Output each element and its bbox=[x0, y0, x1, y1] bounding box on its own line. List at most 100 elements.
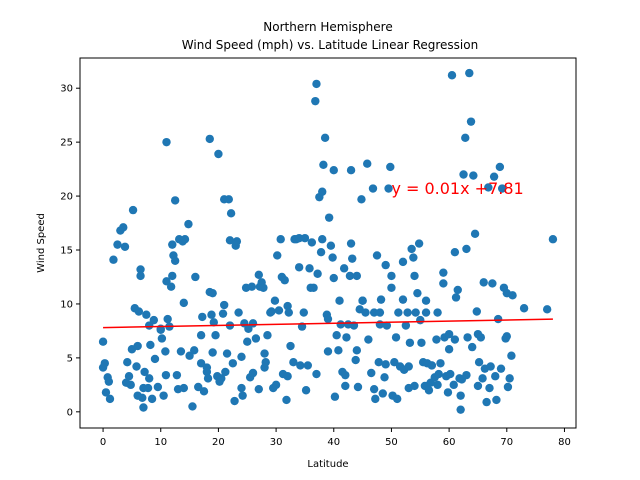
data-point bbox=[311, 96, 320, 106]
data-point bbox=[300, 233, 310, 243]
regression-equation: y = 0.01x +7.81 bbox=[391, 179, 523, 198]
data-point bbox=[384, 184, 393, 193]
data-point bbox=[263, 331, 272, 340]
data-point bbox=[451, 293, 461, 302]
data-point bbox=[489, 172, 499, 181]
data-point bbox=[358, 296, 367, 305]
data-point bbox=[375, 308, 385, 317]
regression-layer bbox=[103, 318, 553, 329]
data-point bbox=[496, 364, 506, 373]
x-tick-label: 10 bbox=[154, 437, 167, 448]
data-point bbox=[202, 367, 212, 377]
data-point bbox=[133, 341, 142, 351]
data-point bbox=[305, 264, 314, 273]
data-point bbox=[105, 394, 115, 404]
data-point bbox=[172, 370, 182, 380]
data-point bbox=[332, 331, 341, 340]
data-point bbox=[224, 195, 233, 204]
data-point bbox=[404, 362, 413, 371]
data-point bbox=[368, 184, 378, 193]
data-point bbox=[453, 285, 462, 295]
data-point bbox=[502, 332, 511, 341]
data-point bbox=[180, 235, 190, 244]
data-point bbox=[274, 306, 284, 315]
data-point bbox=[101, 388, 111, 397]
data-point bbox=[372, 251, 382, 260]
data-point bbox=[261, 358, 270, 367]
data-point bbox=[221, 367, 230, 377]
y-tick-label: 20 bbox=[60, 192, 73, 203]
data-point bbox=[466, 117, 476, 126]
data-point bbox=[421, 296, 431, 305]
data-point bbox=[378, 389, 387, 398]
data-point bbox=[474, 358, 484, 367]
y-tick-label: 0 bbox=[67, 407, 73, 418]
data-point bbox=[142, 310, 151, 319]
data-point bbox=[450, 335, 460, 344]
data-point bbox=[461, 133, 470, 143]
data-point bbox=[199, 387, 209, 396]
data-point bbox=[205, 134, 214, 144]
data-point bbox=[283, 301, 292, 311]
data-point bbox=[432, 335, 441, 344]
data-point bbox=[179, 298, 189, 308]
data-point bbox=[149, 315, 159, 325]
data-point bbox=[346, 165, 356, 175]
data-point bbox=[128, 205, 138, 215]
data-point bbox=[444, 329, 454, 339]
data-point bbox=[191, 272, 200, 282]
data-point bbox=[323, 347, 333, 356]
data-point bbox=[341, 370, 350, 380]
data-point bbox=[211, 331, 220, 340]
data-point bbox=[323, 314, 333, 324]
data-point bbox=[309, 283, 318, 292]
data-point bbox=[136, 265, 145, 274]
data-point bbox=[381, 360, 390, 369]
data-point bbox=[472, 307, 481, 316]
data-point bbox=[150, 354, 160, 364]
data-point bbox=[232, 237, 242, 246]
data-point bbox=[364, 335, 373, 344]
data-point bbox=[318, 235, 327, 244]
data-point bbox=[170, 196, 180, 205]
data-point bbox=[159, 391, 168, 400]
data-point bbox=[410, 271, 419, 281]
data-point bbox=[119, 223, 128, 232]
data-point bbox=[330, 392, 340, 401]
y-axis-label: Wind Speed bbox=[36, 213, 47, 273]
data-point bbox=[179, 383, 189, 393]
data-point bbox=[482, 397, 491, 407]
data-point bbox=[456, 391, 465, 400]
data-point bbox=[170, 256, 180, 265]
data-point bbox=[329, 165, 338, 175]
data-point bbox=[548, 235, 558, 244]
data-point bbox=[503, 382, 513, 392]
data-point bbox=[414, 239, 424, 248]
data-point bbox=[162, 137, 171, 147]
data-point bbox=[492, 395, 501, 405]
data-point bbox=[393, 394, 402, 404]
data-point bbox=[387, 271, 396, 281]
data-point bbox=[444, 345, 454, 354]
data-point bbox=[398, 257, 408, 267]
data-point bbox=[382, 321, 392, 330]
data-point bbox=[424, 386, 434, 395]
data-point bbox=[447, 71, 457, 80]
data-point bbox=[190, 346, 199, 355]
data-point bbox=[357, 195, 366, 204]
data-point bbox=[407, 244, 416, 254]
x-tick-label: 0 bbox=[100, 437, 106, 448]
data-point bbox=[374, 358, 383, 367]
data-point bbox=[463, 333, 472, 342]
data-point bbox=[237, 383, 246, 393]
data-point bbox=[214, 149, 223, 159]
data-point bbox=[462, 370, 471, 380]
data-point bbox=[286, 341, 295, 351]
data-point bbox=[248, 368, 258, 378]
data-point bbox=[138, 393, 147, 402]
data-point bbox=[376, 295, 386, 304]
data-point bbox=[405, 338, 415, 347]
data-point bbox=[143, 383, 153, 393]
data-point bbox=[247, 282, 257, 291]
data-point bbox=[476, 333, 486, 342]
